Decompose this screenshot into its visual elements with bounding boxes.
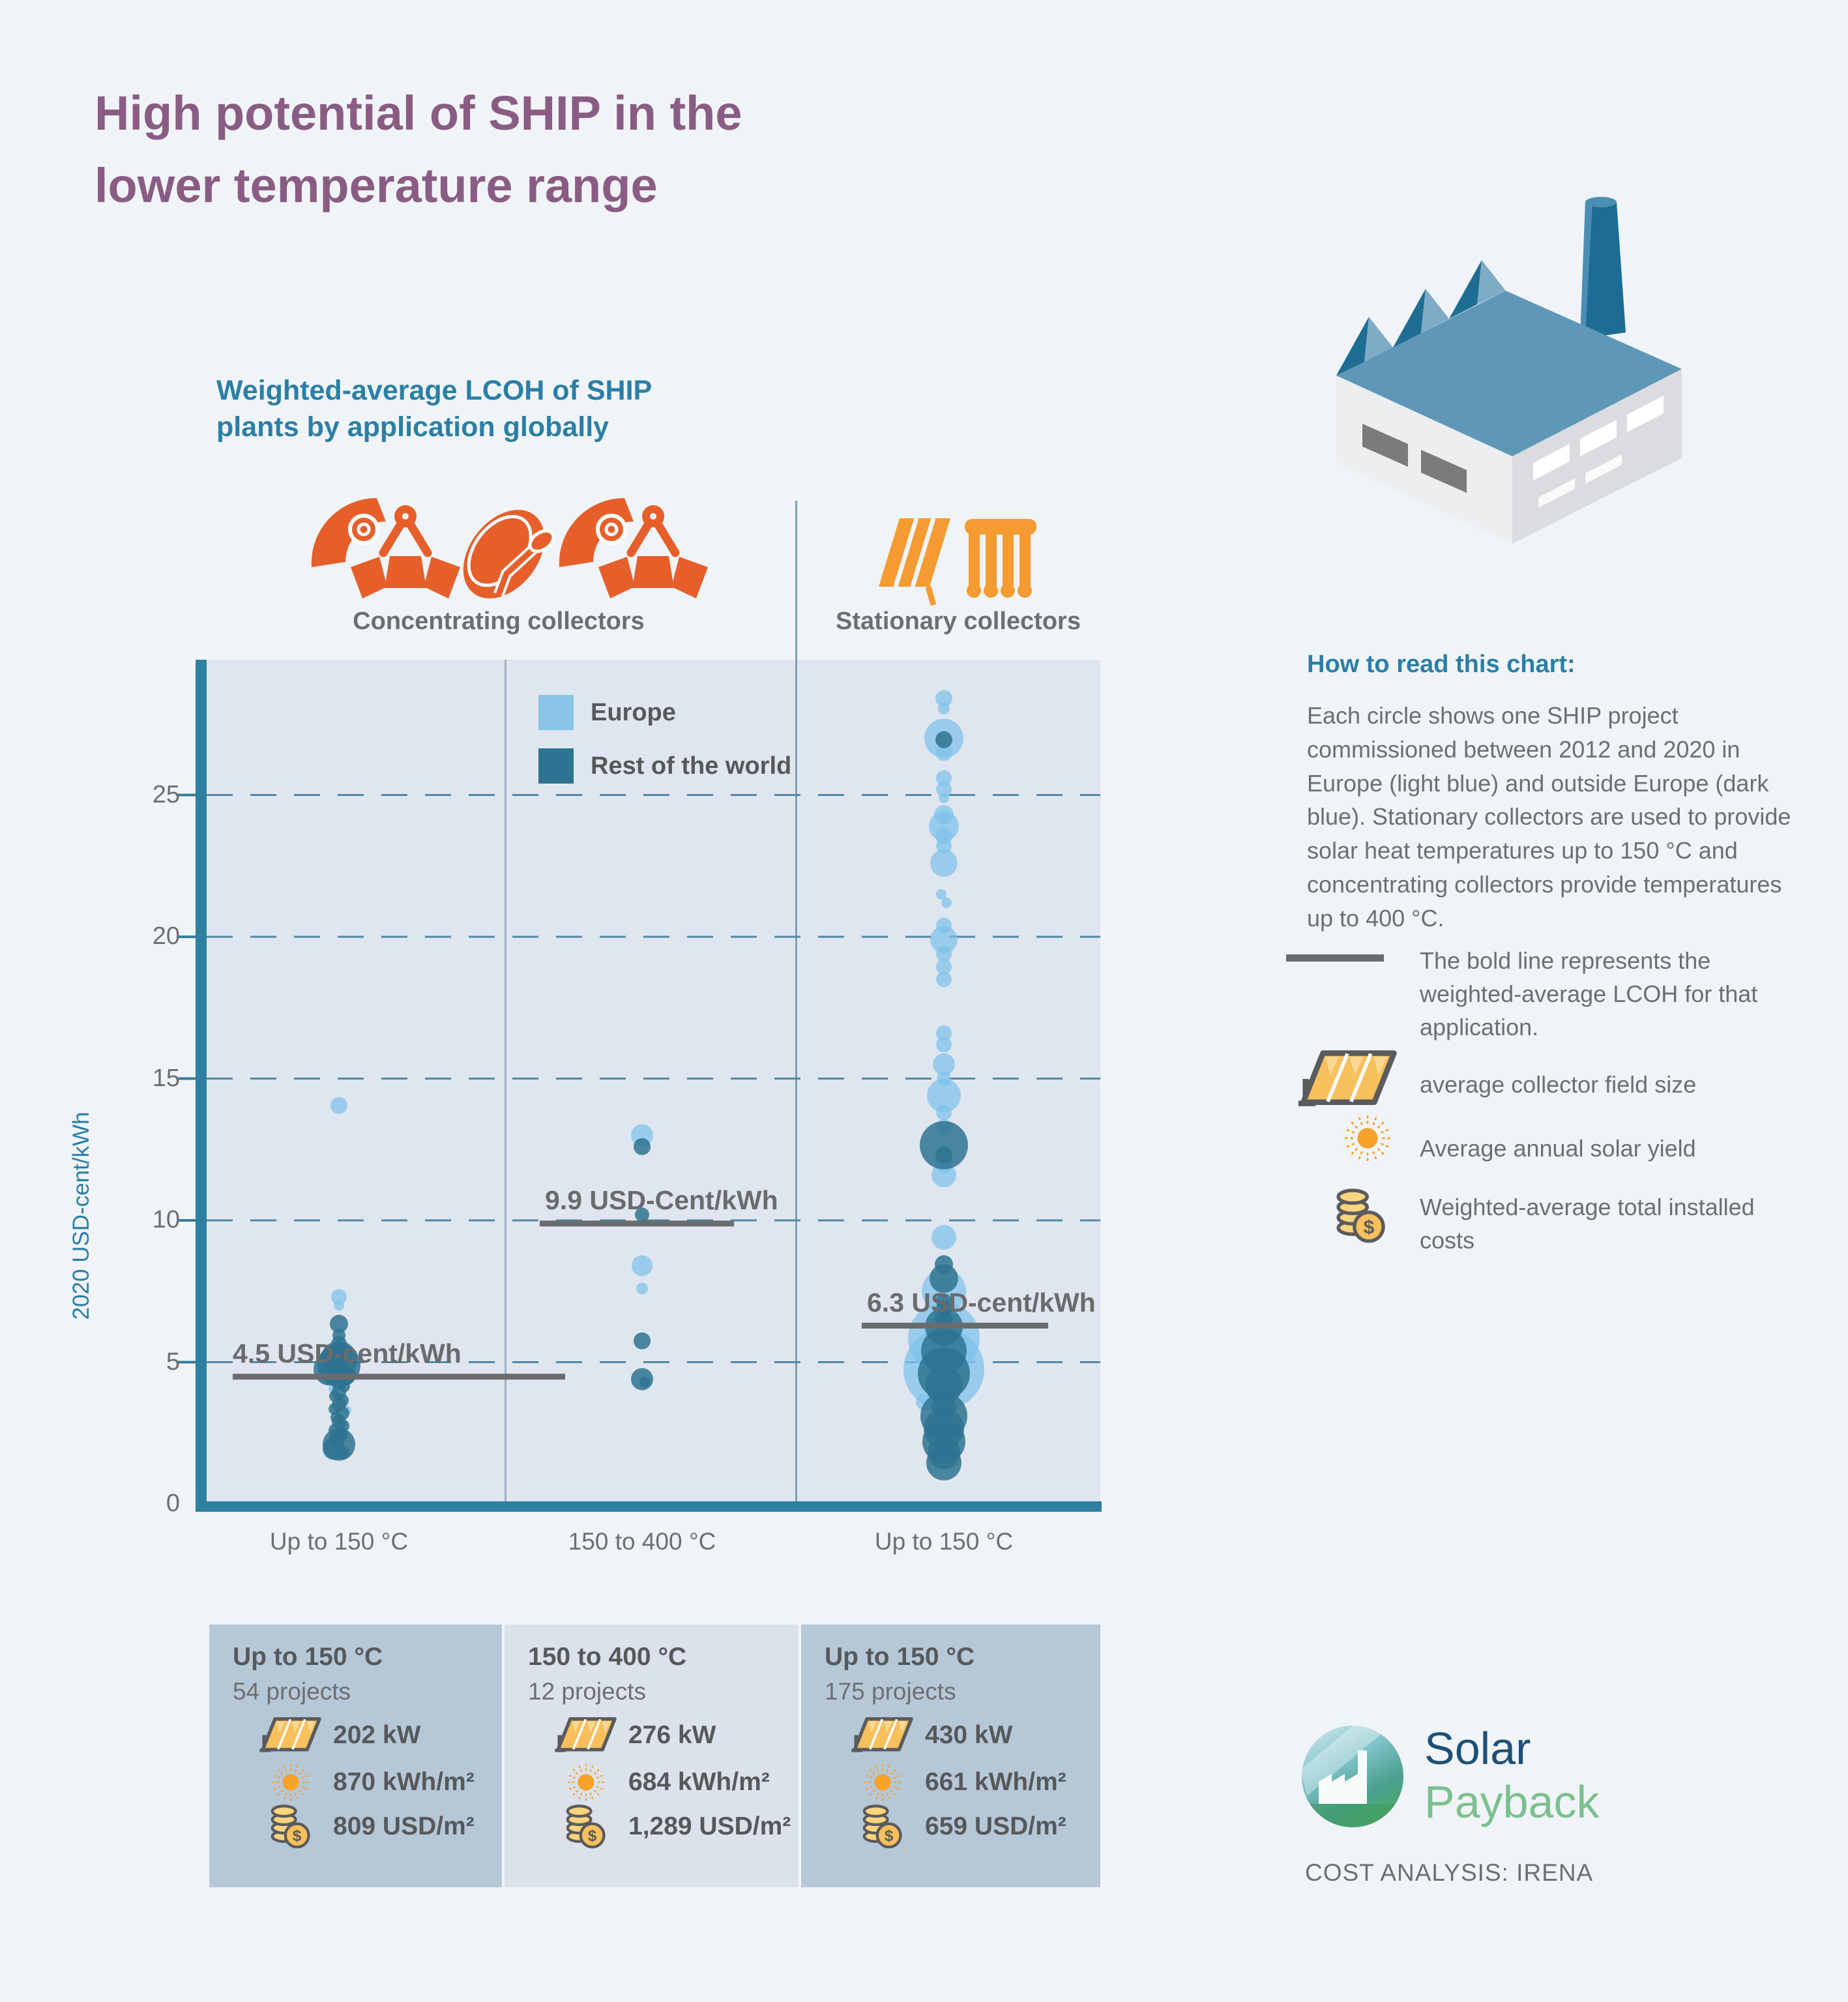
x-label-col1: Up to 150 °C [269, 1528, 409, 1555]
y-tick-label-15: 15 [152, 1064, 180, 1092]
concentrating-collectors-icon [306, 489, 711, 623]
legend-label-europe: Europe [591, 699, 676, 726]
credit-line: COST ANALYSIS: IRENA [1305, 1859, 1594, 1886]
collector-field-note: average collector field size [1420, 1071, 1697, 1098]
stat-card-concentrating-high-temp: 150 to 400 °C 12 projects 276 kW 684 kWh… [505, 1625, 799, 1887]
installed-costs-icon [1334, 1185, 1388, 1246]
stat-card-concentrating-low-temp: Up to 150 °C 54 projects 202 kW 870 kWh/… [209, 1625, 502, 1887]
installed-costs-note: Weighted-average total installed costs [1420, 1194, 1755, 1254]
installed-costs-icon [840, 1802, 925, 1851]
y-axis-spine [196, 660, 207, 1504]
card-solar-yield-value: 684 kWh/m² [628, 1768, 770, 1796]
collector-field-icon [544, 1716, 628, 1754]
group-label-concentrating: Concentrating collectors [353, 608, 645, 635]
x-label-col3: Up to 150 °C [874, 1528, 1014, 1555]
page-title-line2: lower temperature range [95, 158, 658, 213]
y-tick-label-25: 25 [152, 780, 180, 808]
chart-heading: Weighted-average LCOH of SHIP plants by … [216, 373, 652, 446]
howto-paragraph: Each circle shows one SHIP project commi… [1307, 702, 1791, 932]
card-installed-cost-value: 1,289 USD/m² [628, 1812, 791, 1840]
logo-wordmark-payback: Payback [1424, 1776, 1600, 1827]
card-row-installed-cost: 659 USD/m² [840, 1802, 1066, 1851]
card-row-installed-cost: 1,289 USD/m² [544, 1802, 791, 1851]
group-divider-line [795, 501, 797, 1503]
y-tick-label-5: 5 [166, 1347, 180, 1376]
collector-field-icon [840, 1716, 925, 1754]
y-tick-label-0: 0 [166, 1490, 180, 1517]
card-row-field-size: 430 kW [840, 1716, 1012, 1754]
logo-wordmark-solar: Solar [1424, 1723, 1531, 1774]
card-field-size-value: 430 kW [925, 1720, 1013, 1749]
avg-lcoh-label-col3: 6.3 USD-cent/kWh [867, 1287, 1096, 1317]
card-project-count: 54 projects [233, 1678, 351, 1705]
collector-field-icon [248, 1716, 333, 1754]
installed-costs-icon [544, 1802, 628, 1851]
card-temp-range: Up to 150 °C [233, 1643, 383, 1671]
group-label-stationary: Stationary collectors [836, 608, 1081, 635]
stat-card-stationary-low-temp: Up to 150 °C 175 projects 430 kW 661 kWh… [801, 1625, 1100, 1887]
card-field-size-value: 276 kW [628, 1720, 716, 1749]
x-axis-spine [196, 1501, 1102, 1512]
card-row-installed-cost: 809 USD/m² [248, 1802, 475, 1851]
solar-yield-note: Average annual solar yield [1420, 1135, 1696, 1162]
column-separator-line [505, 660, 506, 1502]
card-temp-range: 150 to 400 °C [528, 1643, 687, 1671]
avg-lcoh-label-col1: 4.5 USD-cent/kWh [233, 1338, 462, 1369]
y-axis-title: 2020 USD-cent/kWh [68, 1111, 94, 1320]
legend-swatch-europe [538, 695, 574, 730]
card-row-field-size: 202 kW [248, 1716, 420, 1754]
card-installed-cost-value: 659 USD/m² [925, 1812, 1066, 1840]
collector-field-icon [1296, 1048, 1400, 1110]
plot-area [207, 660, 1100, 1502]
card-row-solar-yield: 661 kWh/m² [840, 1758, 1066, 1806]
solar-yield-icon [1338, 1108, 1398, 1168]
y-tick-label-10: 10 [152, 1206, 180, 1233]
card-solar-yield-value: 661 kWh/m² [925, 1768, 1066, 1796]
legend-swatch-rest-of-world [538, 748, 574, 784]
page-title: High potential of SHIP in the lower temp… [95, 77, 742, 222]
solar-yield-icon [248, 1758, 333, 1806]
y-tick-label-20: 20 [152, 922, 180, 950]
solar-payback-logo [1302, 1726, 1403, 1827]
x-label-col2: 150 to 400 °C [568, 1528, 716, 1555]
avg-lcoh-label-col2: 9.9 USD-Cent/kWh [545, 1185, 778, 1216]
factory-icon [1336, 197, 1682, 544]
legend-label-rest-of-world: Rest of the world [591, 752, 792, 780]
solar-yield-icon [544, 1758, 628, 1806]
bold-line-swatch [1286, 954, 1384, 962]
howto-heading: How to read this chart: [1307, 651, 1576, 678]
chart-heading-line1: Weighted-average LCOH of SHIP [216, 375, 653, 406]
card-solar-yield-value: 870 kWh/m² [333, 1768, 475, 1796]
solar-yield-icon [840, 1758, 925, 1806]
stationary-collectors-icon [879, 517, 1036, 606]
chart-heading-line2: plants by application globally [216, 411, 609, 443]
card-temp-range: Up to 150 °C [825, 1643, 975, 1671]
card-row-solar-yield: 870 kWh/m² [248, 1758, 475, 1806]
card-row-field-size: 276 kW [544, 1716, 716, 1754]
bold-line-note: The bold line represents the weighted-av… [1420, 947, 1758, 1041]
card-row-solar-yield: 684 kWh/m² [544, 1758, 770, 1806]
card-installed-cost-value: 809 USD/m² [333, 1812, 475, 1840]
card-project-count: 12 projects [528, 1678, 646, 1705]
card-project-count: 175 projects [825, 1678, 956, 1705]
card-field-size-value: 202 kW [333, 1720, 421, 1749]
page-title-line1: High potential of SHIP in the [95, 86, 742, 140]
installed-costs-icon [248, 1802, 333, 1851]
